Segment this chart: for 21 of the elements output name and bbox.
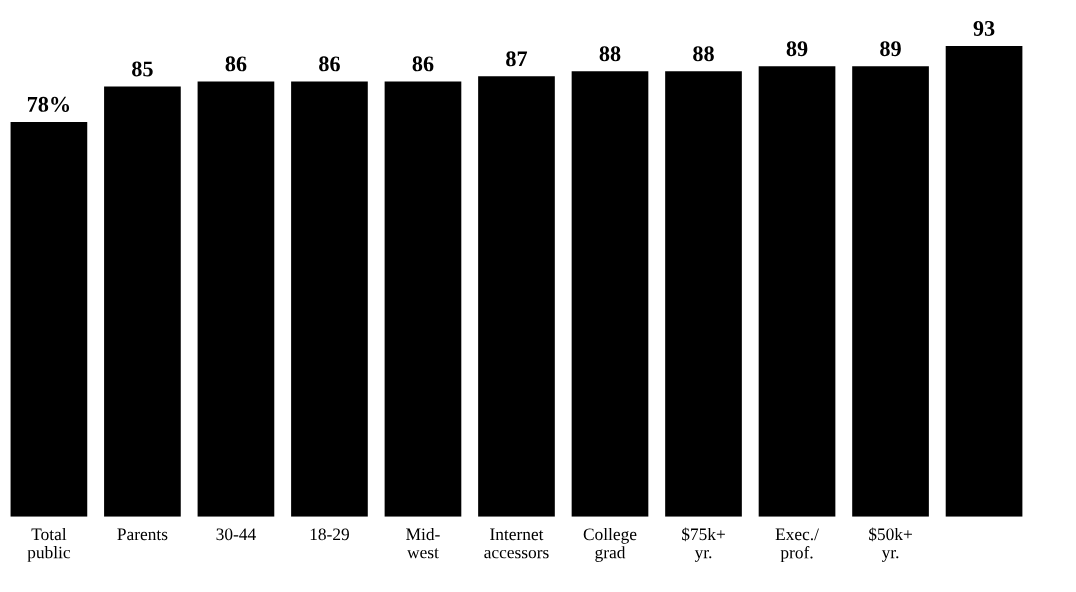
data-label: 85	[132, 61, 153, 77]
data-label: 78%	[27, 96, 70, 112]
x-tick-label: Mid- west	[406, 527, 440, 559]
x-tick-label: 30-44	[216, 528, 256, 541]
x-tick-label: $50k+ yr.	[869, 527, 912, 562]
x-tick-label: College grad	[583, 527, 637, 562]
data-label: 88	[599, 46, 621, 62]
data-label: 86	[412, 56, 434, 72]
x-tick-label: $75k+ yr.	[682, 527, 725, 562]
x-tick-label: Exec./ prof.	[775, 528, 819, 563]
x-tick-label: Parents	[117, 528, 168, 541]
x-tick-label: Internet accessors	[484, 528, 549, 559]
data-label: 86	[225, 56, 247, 72]
data-label: 88	[693, 46, 714, 62]
data-label: 93	[973, 20, 995, 36]
data-label: 87	[506, 51, 528, 67]
data-label: 86	[319, 56, 340, 72]
data-label: 89	[786, 41, 808, 57]
data-label: 89	[880, 41, 901, 57]
x-tick-label: 18-29	[310, 528, 349, 541]
x-tick-label: Total public	[27, 527, 71, 562]
